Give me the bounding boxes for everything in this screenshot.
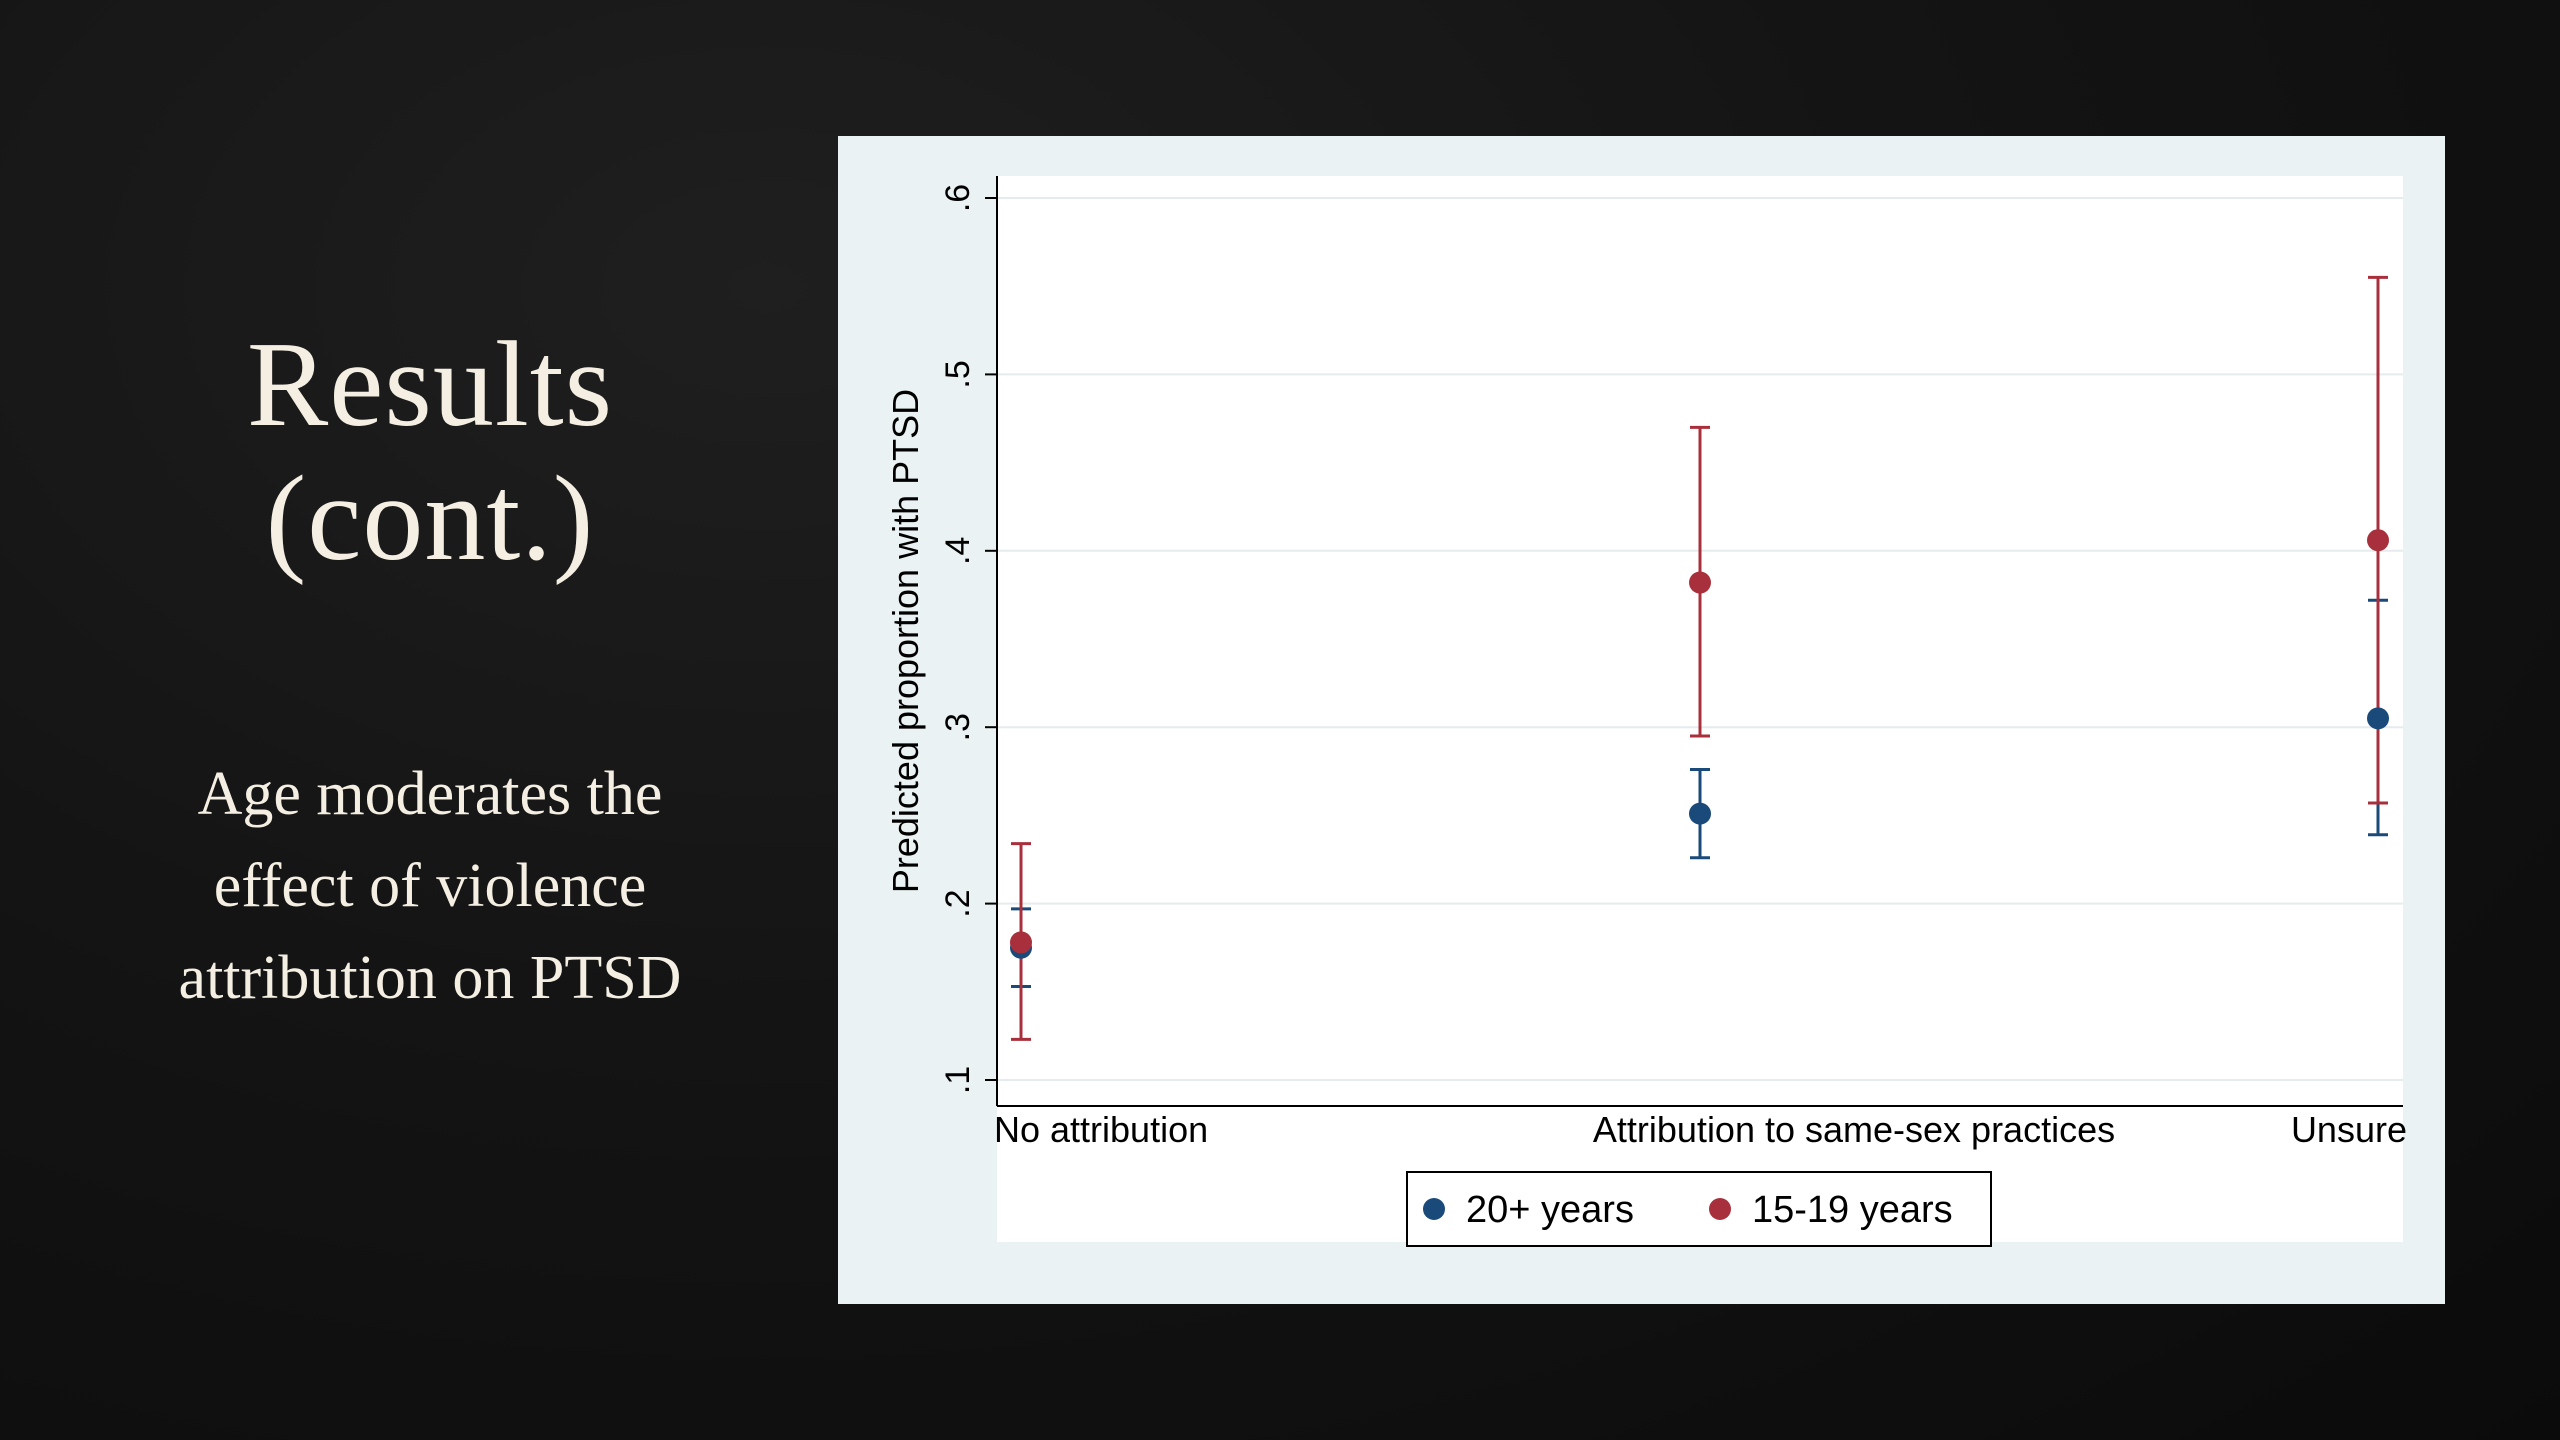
y-tick-label: .5 bbox=[939, 360, 977, 388]
y-tick-label: .3 bbox=[939, 713, 977, 741]
legend: 20+ years 15-19 years bbox=[1406, 1171, 1992, 1247]
slide-subtitle: Age moderates the effect of violence att… bbox=[90, 748, 770, 1024]
slide-title-line-2: (cont.) bbox=[265, 451, 595, 586]
series-points-1 bbox=[1010, 529, 2389, 954]
y-tick-label: .2 bbox=[939, 889, 977, 917]
y-tick-label: .6 bbox=[939, 184, 977, 212]
y-tick-label: .4 bbox=[939, 537, 977, 565]
legend-label: 15-19 years bbox=[1752, 1189, 1953, 1231]
legend-label: 20+ years bbox=[1466, 1189, 1634, 1231]
data-point bbox=[1010, 931, 1032, 954]
x-tick-label: Attribution to same-sex practices bbox=[1593, 1109, 2115, 1150]
data-point bbox=[2367, 707, 2389, 730]
x-tick-labels: No attribution Attribution to same-sex pr… bbox=[994, 1109, 2407, 1150]
chart-svg: .1 .2 .3 .4 .5 .6 No attribution Attribution t… bbox=[885, 176, 2407, 1247]
data-point bbox=[1689, 802, 1711, 825]
x-tick-label: No attribution bbox=[994, 1109, 1208, 1150]
axes bbox=[996, 176, 2403, 1107]
data-point bbox=[1689, 571, 1711, 594]
y-ticks: .1 .2 .3 .4 .5 .6 bbox=[939, 184, 997, 1094]
series-layer bbox=[1010, 275, 2389, 1041]
slide-title-line-1: Results bbox=[246, 317, 614, 452]
legend-marker bbox=[1709, 1198, 1731, 1220]
slide-subtitle-line-3: attribution on PTSD bbox=[178, 944, 682, 1012]
y-axis-label: Predicted proportion with PTSD bbox=[885, 389, 926, 893]
legend-box bbox=[1406, 1171, 1992, 1247]
legend-marker bbox=[1423, 1198, 1445, 1220]
y-tick-label: .1 bbox=[939, 1066, 977, 1094]
slide-title: Results (cont.) bbox=[60, 318, 800, 586]
x-tick-label: Unsure bbox=[2291, 1109, 2407, 1150]
chart-panel: .1 .2 .3 .4 .5 .6 No attribution Attribution t… bbox=[838, 136, 2445, 1304]
slide-subtitle-line-2: effect of violence bbox=[213, 852, 647, 920]
data-point bbox=[2367, 529, 2389, 552]
slide-subtitle-line-1: Age moderates the bbox=[197, 760, 663, 828]
